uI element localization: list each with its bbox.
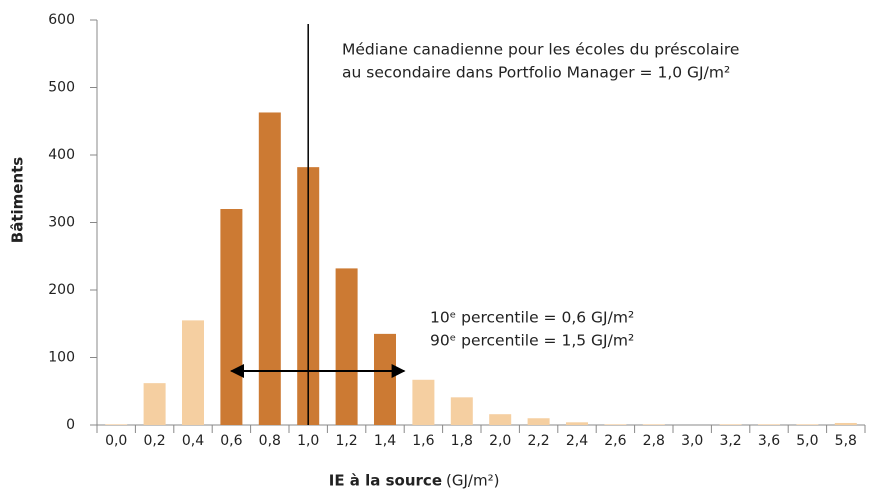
x-tick-label: 3,2 — [719, 433, 741, 449]
bar — [412, 379, 435, 425]
y-tick-label: 300 — [48, 215, 75, 231]
x-tick-label: 1,0 — [297, 433, 319, 449]
annotation: Médiane canadienne pour les écoles du pr… — [342, 41, 739, 59]
x-tick-label: 0,0 — [105, 433, 127, 449]
y-tick-label: 0 — [66, 417, 75, 433]
x-tick-label: 3,6 — [758, 433, 780, 449]
bar — [719, 424, 742, 425]
annotation: 10ᵉ percentile = 0,6 GJ/m² — [430, 309, 634, 327]
x-tick-label: 2,2 — [527, 433, 549, 449]
bar — [105, 424, 128, 425]
x-tick-label: 5,8 — [835, 433, 857, 449]
x-tick-label: 0,6 — [220, 433, 242, 449]
bar — [758, 424, 780, 425]
x-tick-label: 1,6 — [412, 433, 434, 449]
x-axis-unit: (GJ/m²) — [446, 472, 499, 490]
bar — [258, 112, 281, 425]
y-tick-label: 600 — [48, 12, 75, 28]
x-tick-label: 2,6 — [604, 433, 626, 449]
bar — [489, 414, 512, 425]
y-axis-label: Bâtiments — [9, 157, 27, 244]
y-tick-label: 200 — [48, 282, 75, 298]
bar — [566, 422, 588, 425]
annotation: 90ᵉ percentile = 1,5 GJ/m² — [430, 332, 634, 350]
bar — [834, 422, 857, 425]
x-tick-label: 1,2 — [335, 433, 357, 449]
bar — [450, 397, 473, 425]
bar — [527, 418, 550, 425]
y-tick-label: 500 — [48, 80, 75, 96]
x-tick-label: 0,4 — [182, 433, 204, 449]
bar — [796, 424, 819, 425]
bar — [182, 320, 204, 425]
bar — [642, 424, 665, 425]
x-tick-label: 1,4 — [374, 433, 396, 449]
bar — [220, 209, 243, 425]
x-tick-label: 2,8 — [643, 433, 665, 449]
bar — [143, 383, 166, 425]
y-tick-label: 400 — [48, 147, 75, 163]
x-tick-label: 0,8 — [259, 433, 281, 449]
x-tick-label: 0,2 — [143, 433, 165, 449]
bar — [374, 333, 396, 425]
x-tick-label: 5,0 — [796, 433, 818, 449]
y-tick-label: 100 — [48, 350, 75, 366]
x-axis-label: IE à la source — [329, 472, 442, 490]
x-tick-label: 2,0 — [489, 433, 511, 449]
x-tick-label: 1,8 — [451, 433, 473, 449]
annotation: au secondaire dans Portfolio Manager = 1… — [342, 64, 730, 82]
bar — [604, 424, 627, 425]
x-tick-label: 3,0 — [681, 433, 703, 449]
bar — [335, 268, 358, 425]
x-tick-label: 2,4 — [566, 433, 588, 449]
